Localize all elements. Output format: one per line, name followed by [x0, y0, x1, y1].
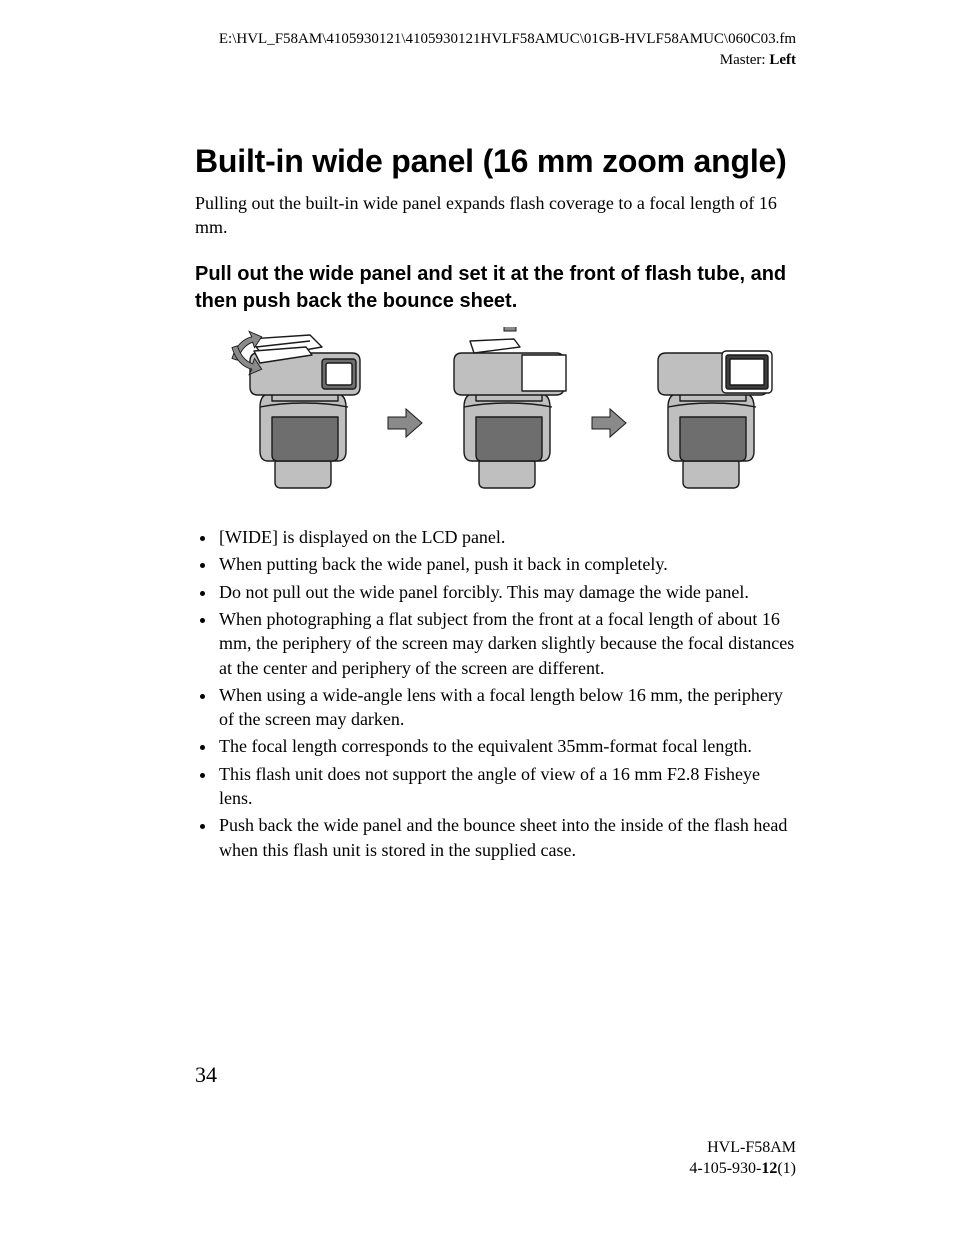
list-item: When putting back the wide panel, push i…: [217, 552, 796, 576]
footer: HVL-F58AM 4-105-930-12(1): [689, 1138, 796, 1180]
notes-list: [WIDE] is displayed on the LCD panel. Wh…: [195, 525, 796, 862]
header-file-path: E:\HVL_F58AM\4105930121\4105930121HVLF58…: [195, 30, 796, 50]
footer-doc-suffix: (1): [777, 1160, 796, 1177]
list-item: Push back the wide panel and the bounce …: [217, 813, 796, 862]
header-master-label: Master:: [720, 52, 770, 68]
list-item: Do not pull out the wide panel forcibly.…: [217, 580, 796, 604]
page-title: Built-in wide panel (16 mm zoom angle): [195, 141, 796, 181]
flash-illustration: .st{stroke:#1a1a1a;stroke-width:1.4;stro…: [195, 327, 796, 507]
instruction-paragraph: Pull out the wide panel and set it at th…: [195, 261, 796, 315]
footer-doc-prefix: 4-105-930-: [689, 1160, 761, 1177]
header-master: Master: Left: [195, 52, 796, 69]
document-page: E:\HVL_F58AM\4105930121\4105930121HVLF58…: [0, 0, 954, 1238]
flash-illustration-svg: .st{stroke:#1a1a1a;stroke-width:1.4;stro…: [216, 327, 776, 507]
page-number: 34: [195, 1062, 217, 1088]
list-item: When photographing a flat subject from t…: [217, 607, 796, 680]
footer-docnum: 4-105-930-12(1): [689, 1159, 796, 1180]
list-item: The focal length corresponds to the equi…: [217, 734, 796, 758]
intro-paragraph: Pulling out the built-in wide panel expa…: [195, 191, 796, 240]
header-master-value: Left: [769, 52, 796, 68]
list-item: This flash unit does not support the ang…: [217, 762, 796, 811]
list-item: [WIDE] is displayed on the LCD panel.: [217, 525, 796, 549]
footer-model: HVL-F58AM: [689, 1138, 796, 1159]
footer-doc-bold: 12: [761, 1160, 777, 1177]
list-item: When using a wide-angle lens with a foca…: [217, 683, 796, 732]
